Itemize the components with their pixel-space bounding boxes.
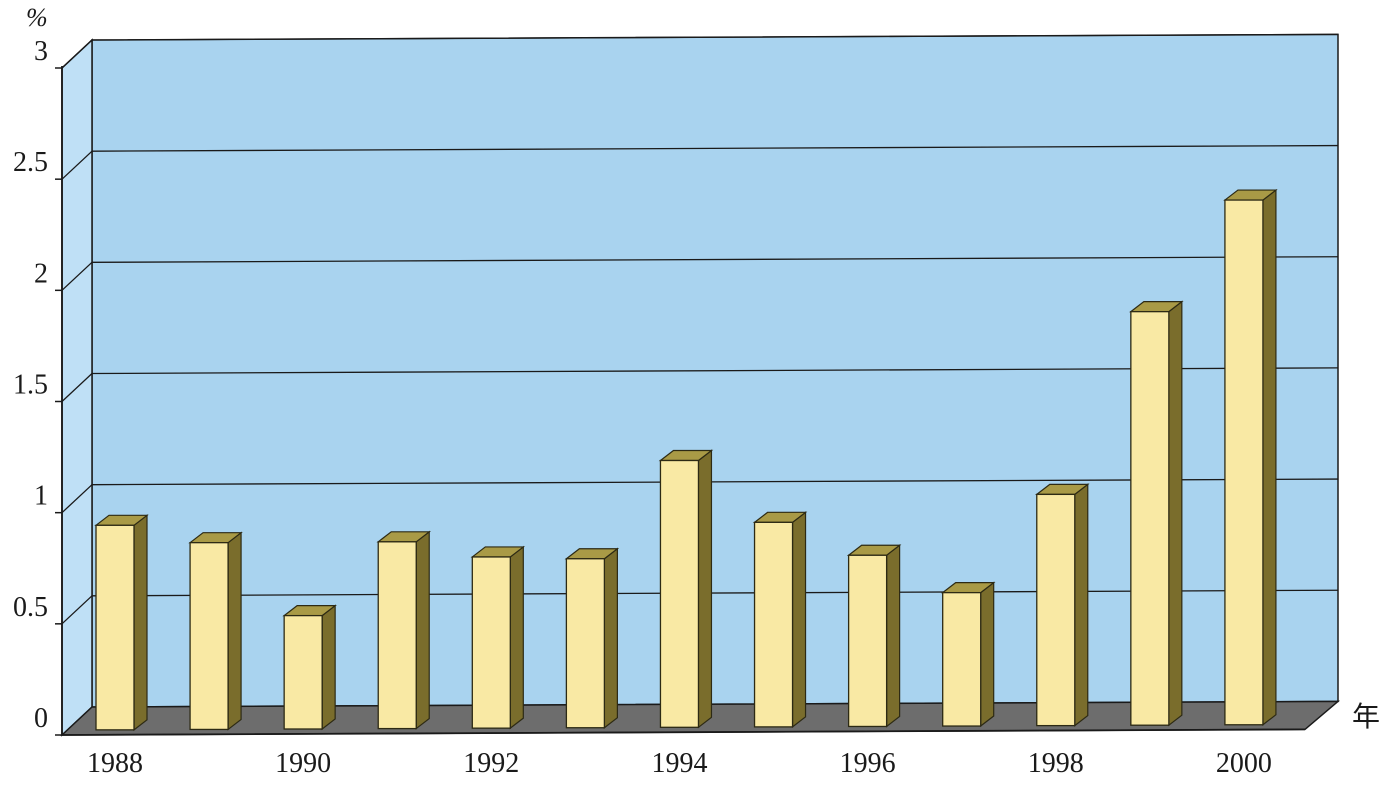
bar-side (791, 511, 807, 729)
x-axis-label: 年 (1352, 701, 1380, 733)
bar-1995 (752, 511, 808, 729)
bar-side (980, 581, 995, 728)
bar-front (95, 524, 135, 731)
gridline (91, 256, 1339, 263)
bar-1993 (564, 547, 620, 729)
x-axis-line (61, 728, 1306, 736)
gridline-side (61, 484, 93, 514)
y-tick-label: 0.5 (13, 592, 48, 623)
bar-front (565, 558, 606, 729)
bar-2000 (1223, 188, 1278, 726)
bar-1998 (1035, 483, 1090, 727)
axes (55, 66, 1306, 736)
bar-side (509, 545, 524, 730)
bar-1989 (188, 531, 243, 731)
x-tick-label: 1992 (463, 748, 519, 779)
bar-1999 (1129, 300, 1184, 727)
x-tick-label: 1996 (840, 748, 896, 779)
y-tick-label: 0 (34, 703, 48, 734)
gridline (91, 144, 1339, 152)
y-axis-label: % (26, 3, 48, 32)
gridline (91, 33, 1339, 41)
bar-front (1224, 199, 1264, 726)
bar-side (886, 544, 901, 728)
bar-side (321, 604, 336, 731)
bar-1991 (376, 530, 431, 730)
bar-1990 (282, 604, 337, 731)
gridline-side (61, 595, 93, 625)
bar-front (471, 556, 511, 729)
y-tick-label: 1.5 (13, 370, 48, 401)
y-tick-label: 2 (34, 258, 48, 289)
x-tick-label: 2000 (1216, 748, 1272, 779)
gridline-side (61, 150, 93, 180)
bar-1994 (658, 449, 714, 729)
bar-side (415, 530, 430, 730)
bar-front (1036, 493, 1076, 727)
gridline-side (61, 373, 93, 402)
gridline-side (61, 39, 93, 69)
y-tick-label: 1 (34, 481, 48, 512)
bar-front (1130, 311, 1170, 726)
bars (94, 188, 1278, 732)
x-tick-label: 1988 (87, 748, 143, 779)
tick-labels: 0 0.5 1 1.5 2 2.5 3 1988 1990 1992 1994 1996 1998 200… (13, 36, 1272, 779)
bar-side (697, 449, 713, 729)
bar-side (1074, 483, 1089, 727)
bar-front (942, 591, 982, 727)
bar-1988 (94, 514, 149, 732)
bar-1992 (470, 545, 526, 730)
x-tick-label: 1994 (651, 748, 707, 779)
y-tick-label: 3 (34, 36, 48, 67)
bar-1997 (940, 581, 996, 728)
bar-front (847, 554, 888, 728)
bar-front (377, 541, 417, 730)
bar-front (189, 542, 229, 731)
bar-side (133, 514, 148, 732)
gridline-side (61, 261, 93, 291)
y-tick-label: 2.5 (13, 147, 48, 178)
bar-side (603, 547, 618, 729)
bar-side (1168, 300, 1183, 727)
bar-side (1262, 188, 1277, 726)
bar-front (753, 521, 794, 728)
bar-front (283, 614, 323, 730)
x-tick-label: 1998 (1028, 748, 1084, 779)
bar-front (659, 459, 700, 728)
bar-1996 (846, 544, 902, 728)
bar-side (227, 531, 242, 731)
x-tick-label: 1990 (275, 748, 331, 779)
